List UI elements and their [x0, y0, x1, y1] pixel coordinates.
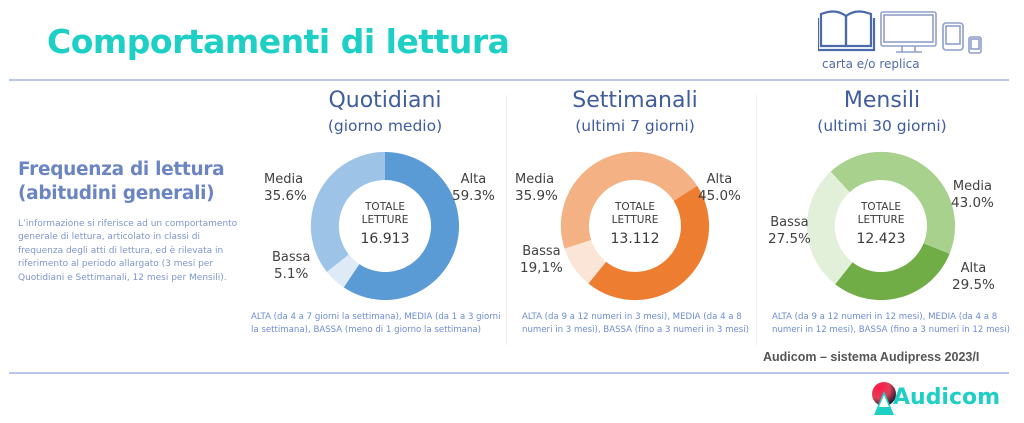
- settimanali-note: ALTA (da 9 a 12 numeri in 3 mesi), MEDIA…: [522, 312, 750, 335]
- label-name: Bassa: [522, 244, 561, 259]
- segment-media: [560, 151, 698, 249]
- label-media: Media 35.6%: [264, 171, 307, 205]
- segment-bassa: [806, 171, 853, 285]
- desktop-monitor-icon: [880, 11, 937, 53]
- label-pct: 27.5%: [768, 231, 811, 247]
- total-value: 13.112: [610, 231, 660, 247]
- settimanali-donut: [560, 151, 710, 301]
- label-media: Media 35.9%: [515, 171, 558, 205]
- total-value: 12.423: [856, 231, 906, 247]
- chart-title: Settimanali: [572, 88, 698, 113]
- audicom-logo-text: Audicom: [893, 385, 1001, 410]
- label-name: Media: [264, 172, 304, 187]
- chart-subtitle: (ultimi 7 giorni): [575, 117, 695, 135]
- chart-title: Mensili: [843, 88, 921, 113]
- chart-title: Quotidiani: [328, 88, 442, 113]
- label-pct: 45.0%: [698, 188, 741, 204]
- label-bassa: Bassa 5.1%: [272, 249, 310, 283]
- quotidiani-title: Quotidiani (giorno medio): [290, 87, 480, 137]
- label-name: Media: [952, 179, 992, 194]
- center-label: LETTURE: [611, 214, 659, 226]
- segment-alta: [343, 152, 460, 300]
- segment-alta: [588, 185, 710, 301]
- center-label: TOTALE: [615, 201, 655, 213]
- label-pct: 5.1%: [274, 266, 309, 282]
- quotidiani-note: ALTA (da 4 a 7 giorni la settimana), MED…: [251, 312, 501, 335]
- header-divider: [9, 79, 1009, 81]
- tablet-icon: [942, 22, 964, 51]
- label-pct: 19,1%: [520, 260, 563, 276]
- label-media: Media 43.0%: [951, 178, 994, 212]
- segment-media: [830, 151, 956, 254]
- section-heading: Frequenza di lettura (abitudini generali…: [18, 158, 225, 206]
- label-name: Bassa: [272, 250, 311, 265]
- section-description: L’informazione si riferisce ad un compor…: [18, 219, 238, 283]
- segment-bassa: [564, 240, 607, 284]
- settimanali-center: TOTALE LETTURE 13.112: [585, 201, 685, 249]
- label-name: Alta: [960, 261, 987, 276]
- segment-bassa: [326, 254, 360, 288]
- quotidiani-center: TOTALE LETTURE 16.913: [335, 201, 435, 249]
- footer-divider: [9, 372, 1009, 374]
- column-divider: [756, 95, 757, 345]
- label-pct: 29.5%: [952, 277, 995, 293]
- label-alta: Alta 45.0%: [698, 171, 741, 205]
- segment-media: [310, 151, 385, 272]
- device-icons: [816, 6, 993, 54]
- smartphone-icon: [968, 36, 982, 54]
- center-label: TOTALE: [861, 201, 901, 213]
- label-pct: 59.3%: [452, 188, 495, 204]
- chart-subtitle: (giorno medio): [327, 117, 443, 135]
- column-divider: [506, 95, 507, 345]
- label-name: Bassa: [770, 215, 809, 230]
- center-label: LETTURE: [361, 214, 409, 226]
- mensili-title: Mensili (ultimi 30 giorni): [787, 87, 977, 137]
- label-pct: 35.6%: [264, 188, 307, 204]
- mensili-donut: [806, 151, 956, 301]
- page-title: Comportamenti di lettura: [47, 22, 510, 61]
- mensili-note: ALTA (da 9 a 12 numeri in 12 mesi), MEDI…: [772, 312, 1010, 335]
- label-name: Alta: [706, 172, 733, 187]
- label-alta: Alta 59.3%: [452, 171, 495, 205]
- total-value: 16.913: [360, 231, 410, 247]
- label-pct: 43.0%: [951, 195, 994, 211]
- label-pct: 35.9%: [515, 188, 558, 204]
- section-heading-line2: (abitudini generali): [18, 183, 215, 204]
- label-bassa: Bassa 27.5%: [768, 214, 811, 248]
- label-bassa: Bassa 19,1%: [520, 243, 563, 277]
- label-alta: Alta 29.5%: [952, 260, 995, 294]
- label-name: Media: [515, 172, 555, 187]
- book-icon: [816, 10, 876, 52]
- audicom-logo-icon: [871, 381, 897, 417]
- section-heading-line1: Frequenza di lettura: [18, 159, 225, 180]
- center-label: TOTALE: [365, 201, 405, 213]
- center-label: LETTURE: [857, 214, 905, 226]
- quotidiani-donut: [310, 151, 460, 301]
- mensili-center: TOTALE LETTURE 12.423: [831, 201, 931, 249]
- chart-subtitle: (ultimi 30 giorni): [817, 117, 947, 135]
- device-caption: carta e/o replica: [822, 57, 920, 71]
- settimanali-title: Settimanali (ultimi 7 giorni): [540, 87, 730, 137]
- label-name: Alta: [460, 172, 487, 187]
- segment-alta: [835, 243, 950, 301]
- source-caption: Audicom – sistema Audipress 2023/I: [763, 350, 980, 364]
